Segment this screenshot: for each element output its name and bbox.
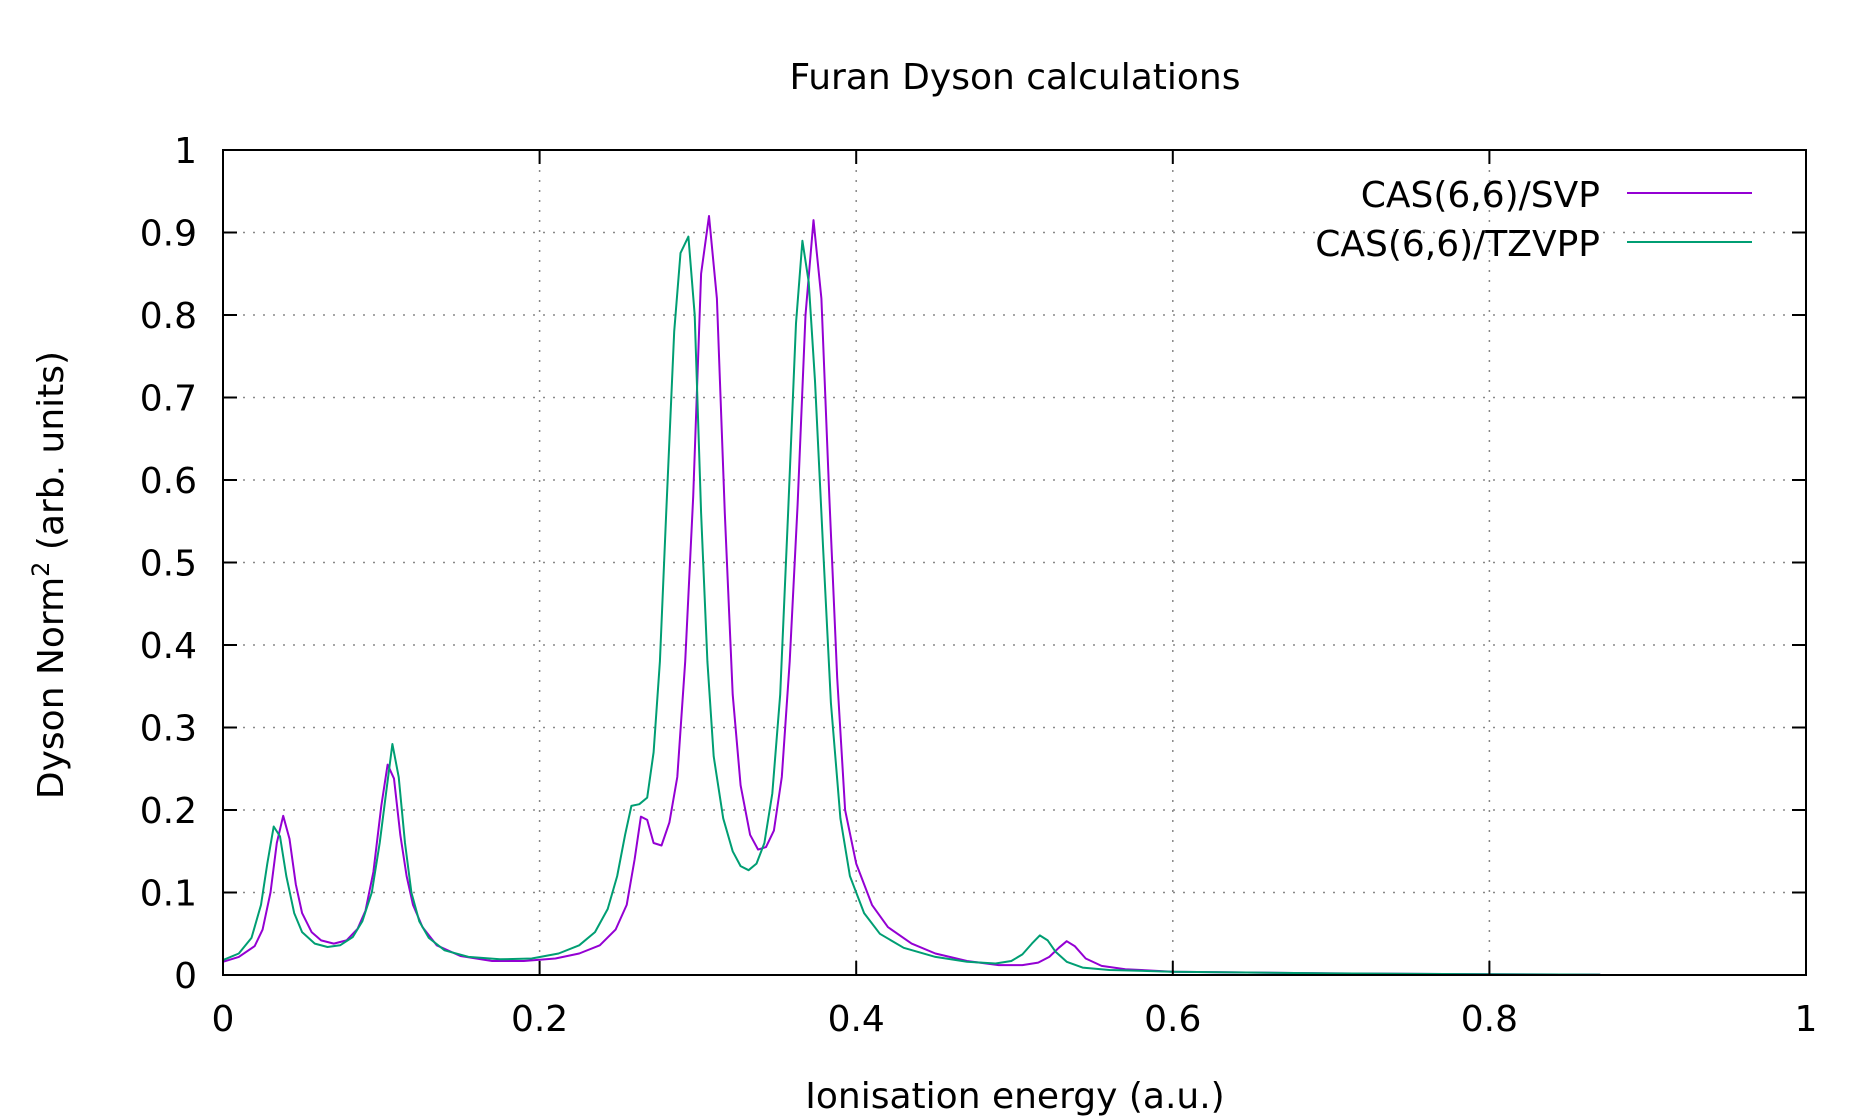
y-tick-label: 0.9 — [140, 214, 197, 255]
axis-ticks — [222, 149, 1807, 976]
y-tick-label: 0.5 — [140, 544, 197, 585]
x-tick-label: 0.6 — [1144, 999, 1201, 1040]
grid — [223, 150, 1806, 975]
x-tick-label: 1 — [1795, 999, 1818, 1040]
y-tick-label: 0.6 — [140, 461, 197, 502]
y-tick-labels: 0 0.1 0.2 0.3 0.4 0.5 0.6 0.7 0.8 0.9 1 — [140, 131, 197, 997]
x-tick-label: 0.8 — [1461, 999, 1518, 1040]
y-tick-label: 0.8 — [140, 296, 197, 337]
y-axis-label-superscript: 2 — [27, 562, 55, 577]
x-axis-label: Ionisation energy (a.u.) — [805, 1076, 1224, 1117]
y-tick-label: 0 — [174, 956, 197, 997]
legend-label-tzvpp: CAS(6,6)/TZVPP — [1315, 224, 1600, 265]
series-layer — [222, 215, 1601, 976]
y-tick-label: 1 — [174, 131, 197, 172]
series-line-1 — [222, 235, 1601, 976]
x-tick-labels: 0 0.2 0.4 0.6 0.8 1 — [212, 999, 1818, 1040]
legend: CAS(6,6)/SVP CAS(6,6)/TZVPP — [1315, 175, 1752, 265]
y-axis-label-tail: (arb. units) — [31, 351, 72, 562]
y-tick-label: 0.1 — [140, 874, 197, 915]
y-tick-label: 0.2 — [140, 791, 197, 832]
y-tick-label: 0.7 — [140, 379, 197, 420]
y-tick-label: 0.3 — [140, 709, 197, 750]
chart-title: Furan Dyson calculations — [790, 57, 1241, 98]
legend-label-svp: CAS(6,6)/SVP — [1361, 175, 1600, 216]
x-tick-label: 0.4 — [828, 999, 885, 1040]
y-axis-label-main: Dyson Norm — [31, 577, 72, 799]
y-axis-label: Dyson Norm2 (arb. units) — [27, 351, 72, 799]
y-tick-label: 0.4 — [140, 626, 197, 667]
x-tick-label: 0 — [212, 999, 235, 1040]
x-tick-label: 0.2 — [511, 999, 568, 1040]
